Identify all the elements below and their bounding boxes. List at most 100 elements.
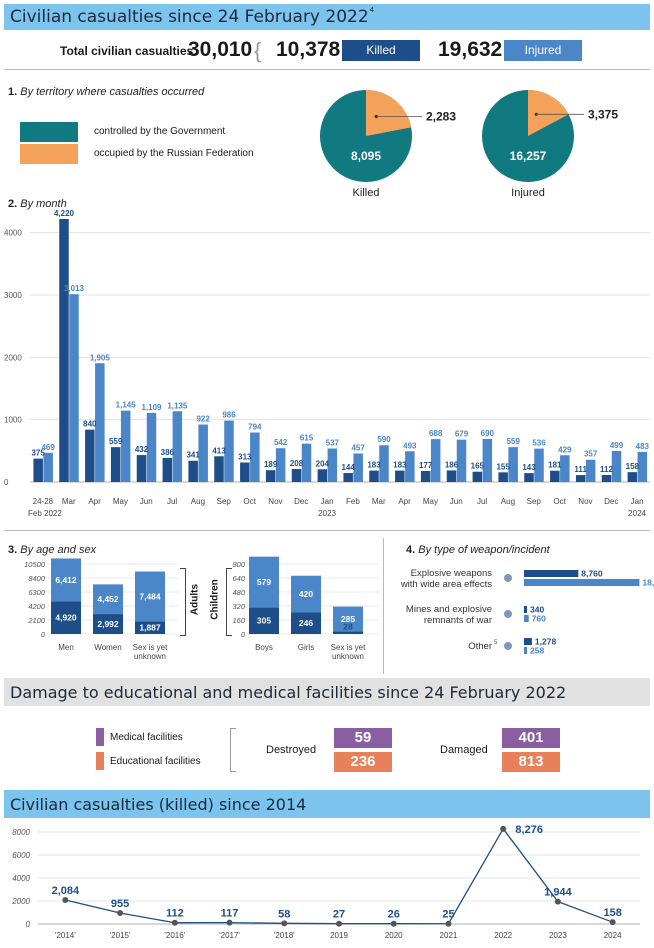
month-bar-killed <box>291 469 302 482</box>
damaged-educational-value: 813 <box>502 752 560 772</box>
month-label-killed: 840 <box>83 420 97 429</box>
adults-ytick-label: 2100 <box>27 616 46 625</box>
killed-pie-title: Killed <box>353 187 380 198</box>
month-label-injured: 542 <box>274 438 288 447</box>
month-bar-injured <box>637 451 648 482</box>
children-stacked-chart: 0 160 320 480 640 800 305 579 Boys 246 420 Girls 282… <box>232 556 378 661</box>
month-label-killed: 413 <box>212 446 226 455</box>
month-xtick-label: May <box>113 497 128 506</box>
territory-section-title: 1. By territory where casualties occurre… <box>8 86 204 98</box>
line-point <box>554 898 561 905</box>
line-point <box>336 920 342 927</box>
injured-pie-slice-occupied <box>528 90 569 136</box>
month-xtick-sublabel: 2023 <box>318 509 336 518</box>
weapon-category-label: with wide area effects <box>400 579 492 590</box>
adults-label-injured: 6,412 <box>55 575 77 585</box>
month-label-killed: 181 <box>548 461 562 470</box>
line-xtick-label: 2021 <box>440 931 458 940</box>
month-label-injured: 922 <box>196 415 210 424</box>
injured-total-value: 19,632 <box>438 38 503 61</box>
month-bar-injured <box>534 448 544 482</box>
month-xtick-label: Jul <box>167 497 177 506</box>
children-label-killed: 246 <box>299 618 313 628</box>
legend-gov-label: controlled by the Government <box>94 126 226 137</box>
children-label: Children <box>209 579 221 620</box>
agesex-section-title: 3. By age and sex <box>8 544 96 556</box>
pie-chart-injured: 3,375 16,257 Injured <box>482 90 618 198</box>
month-label-killed: 183 <box>367 461 381 470</box>
month-bar-injured <box>353 453 363 482</box>
adults-label-injured: 7,484 <box>139 591 161 601</box>
month-xtick-label: Sep <box>527 497 542 506</box>
killed-total-badge: Killed <box>342 40 420 61</box>
weapon-title-text: By type of weapon/incident <box>418 544 550 556</box>
month-bar-injured <box>611 450 622 482</box>
weapon-label-killed: 8,760 <box>581 569 603 579</box>
adults-stacked-chart: 0 2100 4200 6300 8400 10500 4,920 6,412 Men 2,992… <box>24 558 178 661</box>
total-label: Total civilian casualties <box>60 44 194 58</box>
month-label-injured: 483 <box>636 442 650 451</box>
children-ytick-label: 800 <box>232 560 245 569</box>
legend-gov-swatch <box>20 122 78 142</box>
line-value-label: 117 <box>221 908 239 920</box>
month-bar-injured <box>198 424 208 482</box>
weapon-label-injured: 18,614 <box>642 578 654 588</box>
children-category-label: Sex is yet <box>331 643 366 652</box>
weapon-bar-injured <box>524 579 640 586</box>
divider-agesex-weapon <box>383 538 384 674</box>
month-label-killed: 4,220 <box>54 210 75 218</box>
weapon-bar-injured <box>524 647 527 654</box>
month-label-killed: 183 <box>393 461 407 470</box>
month-xtick-label: Apr <box>88 497 101 506</box>
children-bracket <box>226 568 232 636</box>
educational-swatch <box>96 752 104 770</box>
month-ytick-label: 0 <box>4 478 9 487</box>
agesex-title-num: 3. <box>8 544 18 556</box>
total-value: 30,010 <box>188 38 253 61</box>
adults-category-label: unknown <box>134 652 166 661</box>
month-section-title: 2. By month <box>8 198 67 210</box>
line-value-label: 27 <box>333 909 345 921</box>
agesex-title-text: By age and sex <box>20 544 97 556</box>
month-label-injured: 590 <box>377 435 391 444</box>
page-title: Civilian casualties since 24 February 20… <box>10 7 369 27</box>
divider-month <box>4 530 650 531</box>
month-bar-killed <box>550 470 560 482</box>
month-label-injured: 1,905 <box>90 353 111 362</box>
month-xtick-label: Jan <box>631 497 644 506</box>
children-ytick-label: 320 <box>232 602 245 611</box>
month-bar-killed <box>317 469 328 482</box>
injured-pie-leader-dot <box>534 112 538 116</box>
adults-bar-injured <box>135 571 165 622</box>
children-ytick-label: 160 <box>232 616 245 625</box>
month-bar-injured <box>482 438 493 482</box>
adults-bar-killed <box>93 614 123 634</box>
weapon-label-killed: 1,278 <box>535 637 557 647</box>
month-bar-killed <box>162 457 173 482</box>
line-point <box>117 910 124 917</box>
adults-bar-injured <box>51 558 81 602</box>
month-bar-injured <box>275 448 286 482</box>
month-ytick-label: 3000 <box>4 291 22 300</box>
month-bar-injured <box>585 459 596 482</box>
month-title-text: By month <box>20 198 67 210</box>
adults-category-label: Sex is yet <box>133 643 168 652</box>
month-xtick-label: Aug <box>501 497 515 506</box>
legend-occ-swatch <box>20 144 78 164</box>
educational-label: Educational facilities <box>110 756 201 767</box>
month-label-injured: 469 <box>41 443 55 452</box>
month-label-injured: 457 <box>351 444 365 453</box>
month-bar-killed <box>446 470 457 482</box>
line-value-label: 25 <box>442 909 454 921</box>
adults-label: Adults <box>189 583 201 616</box>
children-ytick-label: 640 <box>232 574 245 583</box>
month-bar-killed <box>575 475 586 482</box>
line-xtick-label: 2024 <box>604 931 622 940</box>
month-bar-injured <box>301 443 312 482</box>
month-label-killed: 111 <box>574 465 587 474</box>
month-label-killed: 189 <box>264 460 278 469</box>
killed-pie-slice-occupied <box>366 90 412 136</box>
title-footnote: 4 <box>369 6 375 14</box>
month-xtick-label: Nov <box>268 497 282 506</box>
month-xtick-label: 24-28 <box>33 497 54 506</box>
